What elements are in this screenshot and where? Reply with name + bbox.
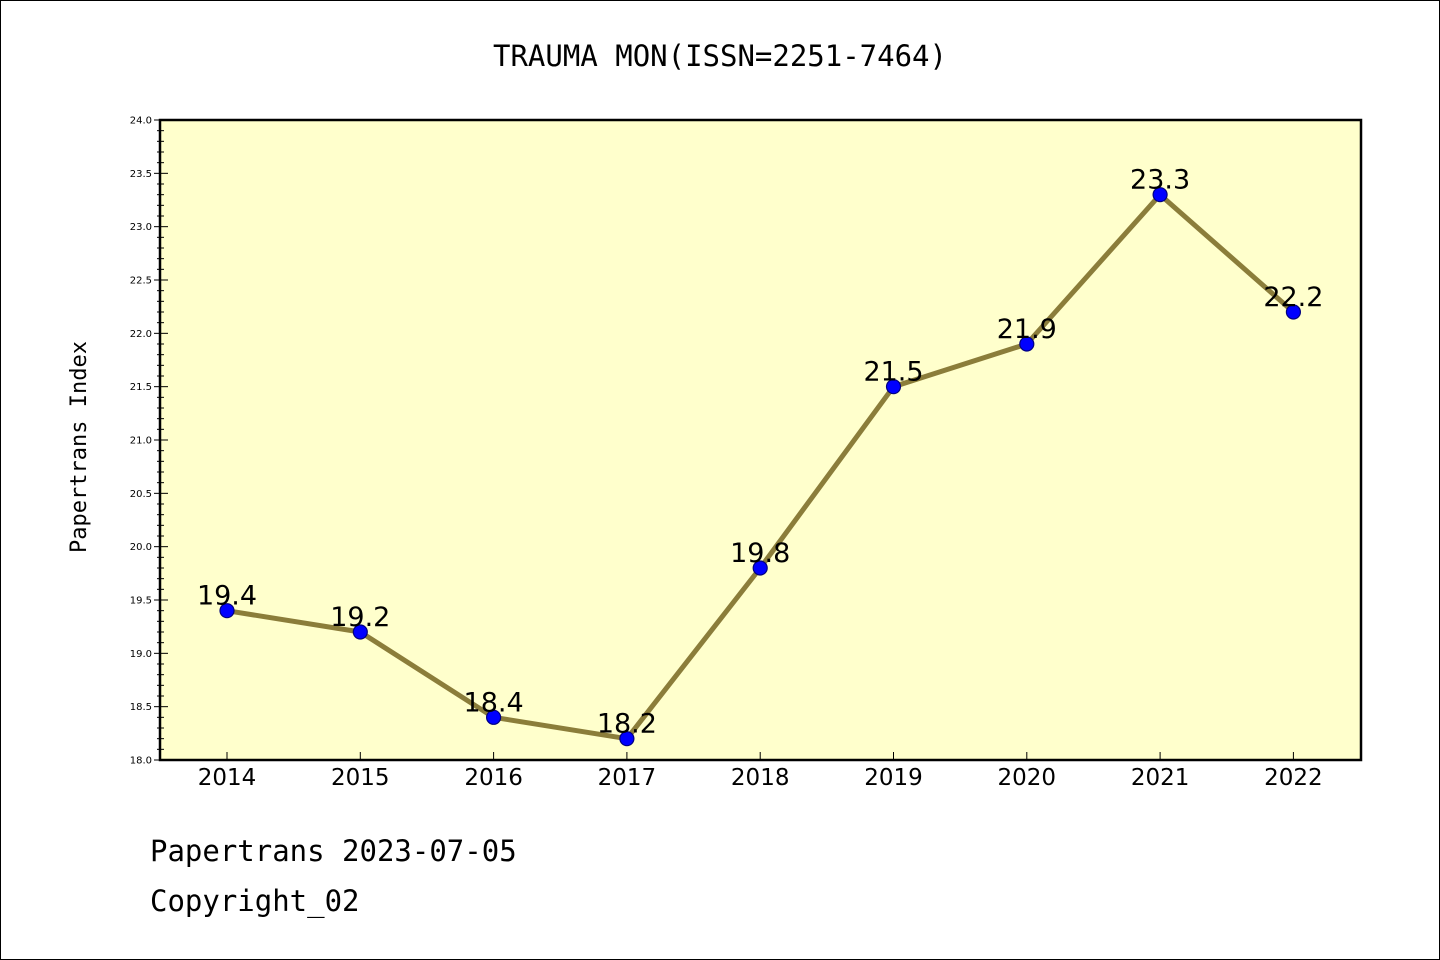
data-label: 21.9 — [997, 314, 1057, 345]
x-axis: 2014 2015 2016 2017 2018 2019 2020 2021 2022 — [198, 752, 1323, 791]
x-tick-label: 2018 — [731, 765, 790, 791]
data-point — [486, 709, 502, 725]
y-tick-label: 21.5 — [130, 382, 152, 393]
data-label: 23.3 — [1130, 165, 1190, 196]
chart-title: TRAUMA MON(ISSN=2251-7464) — [493, 39, 947, 73]
y-axis-label: Papertrans Index — [67, 341, 92, 553]
x-tick-label: 2015 — [331, 765, 390, 791]
data-label: 18.2 — [597, 709, 657, 740]
data-label: 19.2 — [330, 602, 390, 633]
footer-date-line: Papertrans 2023-07-05 — [150, 834, 517, 868]
data-point — [219, 603, 235, 619]
y-tick-label: 18.0 — [130, 756, 152, 767]
y-tick-label: 20.5 — [130, 489, 152, 500]
data-point — [885, 379, 902, 395]
data-label: 21.5 — [863, 357, 923, 388]
data-point — [352, 624, 368, 640]
footer-copyright: Copyright_02 — [150, 884, 360, 918]
x-tick-label: 2019 — [864, 765, 923, 791]
data-point — [1019, 336, 1035, 352]
x-tick-label: 2021 — [1131, 765, 1190, 791]
data-label: 19.4 — [197, 581, 257, 612]
data-label: 18.4 — [464, 687, 524, 718]
data-label: 19.8 — [730, 538, 790, 569]
x-tick-label: 2016 — [464, 765, 523, 791]
data-point — [619, 731, 635, 747]
y-tick-label: 19.5 — [130, 596, 152, 607]
plot-border — [158, 118, 1363, 762]
y-tick-label: 21.0 — [130, 436, 152, 447]
y-tick-label: 18.5 — [130, 702, 152, 713]
y-tick-label: 24.0 — [130, 116, 152, 127]
data-point — [1152, 187, 1168, 203]
x-tick-label: 2020 — [998, 765, 1057, 791]
y-tick-label: 19.0 — [130, 649, 152, 660]
data-label: 22.2 — [1263, 282, 1323, 313]
series-markers — [219, 187, 1302, 747]
x-tick-label: 2022 — [1264, 765, 1323, 791]
y-tick-label: 22.5 — [130, 276, 152, 287]
data-labels: 19.4 19.2 18.4 18.2 19.8 21.5 21.9 23.3 22.2 — [197, 165, 1324, 740]
y-tick-label: 20.0 — [130, 542, 152, 553]
x-tick-label: 2017 — [598, 765, 657, 791]
y-tick-label: 22.0 — [130, 329, 152, 340]
x-tick-label: 2014 — [198, 765, 257, 791]
data-point — [1285, 304, 1302, 320]
y-tick-label: 23.5 — [130, 169, 152, 180]
y-tick-label: 23.0 — [130, 222, 152, 233]
data-point — [752, 560, 768, 576]
plot-area — [160, 120, 1361, 760]
